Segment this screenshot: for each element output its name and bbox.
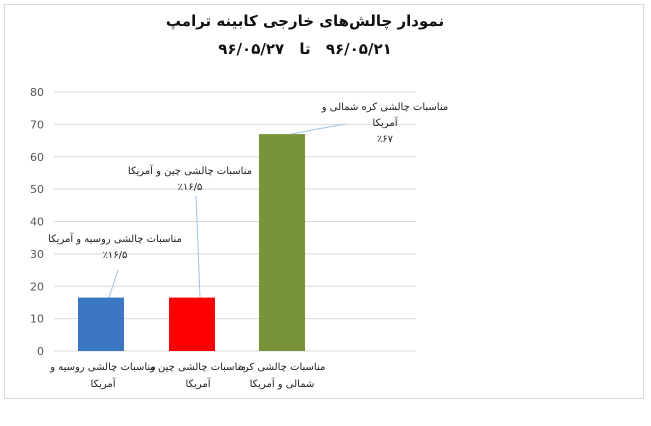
x-label-russia-line1: مناسبات چالشی روسیه و [50,362,156,373]
annotation-northkorea: مناسبات چالشی کره شمالی و آمریکا ٪۶۷ [310,100,460,148]
y-tick-label: 30 [30,248,44,261]
y-tick-label: 60 [30,151,44,164]
annotation-china: مناسبات چالشی چین و آمریکا ٪۱۶/۵ [120,164,260,196]
y-tick-label: 10 [30,313,44,326]
y-tick-label: 0 [37,345,44,358]
y-tick-label: 20 [30,280,44,293]
bar [259,134,305,351]
annotation-northkorea-label: مناسبات چالشی کره شمالی و [321,102,449,113]
annotation-china-label: مناسبات چالشی چین و آمریکا [127,166,253,177]
x-label-china: مناسبات چالشی چین و آمریکا [143,359,253,393]
y-tick-label: 70 [30,118,44,131]
annotation-russia-label: مناسبات چالشی روسیه و آمریکا [48,234,182,245]
x-label-northkorea-line1: مناسبات چالشی کره [238,362,326,373]
x-label-russia-line2: آمریکا [90,379,116,390]
x-label-northkorea-line2: شمالی و آمریکا [249,379,315,390]
x-label-russia: مناسبات چالشی روسیه و آمریکا [48,359,158,393]
chart-title: نمودار چالش‌های خارجی کابینه ترامپ [165,12,445,30]
annotation-northkorea-label-2: آمریکا [372,118,398,129]
annotation-russia-value: ٪۱۶/۵ [102,250,128,261]
y-tick-label: 80 [30,86,44,99]
annotation-russia: مناسبات چالشی روسیه و آمریکا ٪۱۶/۵ [40,232,190,264]
bar [78,297,124,351]
x-label-northkorea: مناسبات چالشی کره شمالی و آمریکا [227,359,337,393]
x-label-china-line1: مناسبات چالشی چین و [150,362,246,373]
annotation-china-value: ٪۱۶/۵ [177,182,203,193]
x-label-china-line2: آمریکا [185,379,211,390]
leader-line [195,195,201,298]
leader-line [289,123,346,135]
leader-line [108,269,119,298]
annotation-northkorea-value: ٪۶۷ [376,134,394,145]
y-tick-label: 40 [30,216,44,229]
chart-subtitle: ۹۶/۰۵/۲۱ تا ۹۶/۰۵/۲۷ [218,40,392,58]
y-tick-label: 50 [30,183,44,196]
bar [169,297,215,351]
